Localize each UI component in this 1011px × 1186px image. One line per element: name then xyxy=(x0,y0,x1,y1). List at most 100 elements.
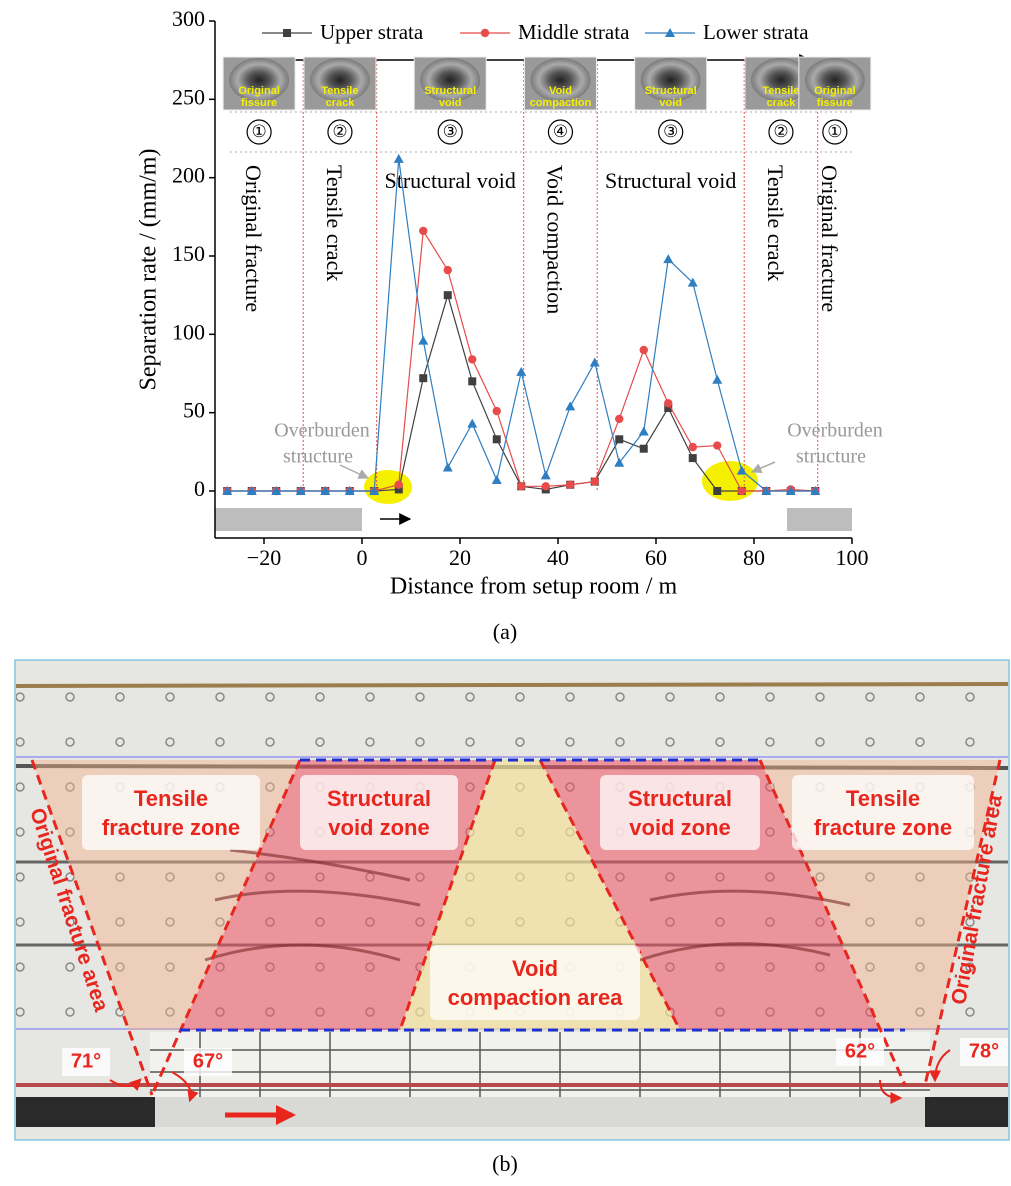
data-point xyxy=(443,463,453,472)
zone-label: Structural xyxy=(327,786,431,811)
photo-caption: void xyxy=(659,97,682,109)
annotation-arrow xyxy=(752,462,775,472)
zone-label: Tensile crack xyxy=(322,165,347,281)
annotation: Overburden xyxy=(274,420,370,442)
zone-label: Void xyxy=(512,956,558,981)
photo-caption: fissure xyxy=(817,97,853,109)
zone-number: ② xyxy=(332,122,347,141)
angle-label: 67° xyxy=(193,1050,223,1072)
zone-label: Void compaction xyxy=(542,165,567,314)
panel-label: (b) xyxy=(492,1151,518,1176)
x-tick-label: 20 xyxy=(449,545,471,570)
data-point xyxy=(615,415,623,423)
data-point xyxy=(663,254,673,263)
zone-number: ① xyxy=(251,122,266,141)
data-point xyxy=(444,266,452,274)
data-point xyxy=(689,443,697,451)
angle-label: 78° xyxy=(969,1040,999,1062)
data-point xyxy=(468,377,476,385)
zone-label: fracture zone xyxy=(814,815,952,840)
data-point xyxy=(283,29,291,37)
zone-number: ② xyxy=(773,122,788,141)
annotation: Overburden xyxy=(787,420,883,442)
legend-label: Upper strata xyxy=(320,20,424,44)
y-tick-label: 300 xyxy=(172,6,205,31)
data-point xyxy=(516,367,526,376)
x-tick-label: −20 xyxy=(247,545,281,570)
legend-label: Middle strata xyxy=(518,20,630,44)
zone-label: Tensile xyxy=(134,786,208,811)
data-point xyxy=(481,29,489,37)
zone-number: ③ xyxy=(663,122,678,141)
photo-caption: crack xyxy=(326,97,356,109)
zone-number: ① xyxy=(827,122,842,141)
data-point xyxy=(590,358,600,367)
data-point xyxy=(566,481,574,489)
zone-label: Original fracture xyxy=(817,165,842,312)
zone-label: Tensile crack xyxy=(763,165,788,281)
y-tick-label: 50 xyxy=(183,398,205,423)
x-tick-label: 80 xyxy=(743,545,765,570)
photo-caption: crack xyxy=(767,97,797,109)
pillar-band xyxy=(787,508,852,531)
panel-label: (a) xyxy=(493,619,517,644)
data-point xyxy=(664,399,672,407)
y-tick-label: 0 xyxy=(194,476,205,501)
y-axis-label: Separation rate / (mm/m) xyxy=(136,149,162,391)
legend-label: Lower strata xyxy=(703,20,809,44)
data-point xyxy=(395,481,403,489)
data-point xyxy=(419,227,427,235)
data-point xyxy=(639,426,649,435)
data-point xyxy=(493,407,501,415)
mined-area xyxy=(155,1097,925,1127)
y-tick-label: 250 xyxy=(172,84,205,109)
photo-caption: Tensile xyxy=(321,85,358,97)
data-point xyxy=(615,435,623,443)
zone-label: Structural void xyxy=(385,168,516,193)
data-point xyxy=(591,477,599,485)
data-point xyxy=(468,355,476,363)
data-point xyxy=(418,336,428,345)
annotation: structure xyxy=(796,446,866,468)
angle-label: 71° xyxy=(71,1050,101,1072)
stratum xyxy=(16,684,1008,686)
y-tick-label: 150 xyxy=(172,241,205,266)
data-point xyxy=(517,482,525,490)
photo-caption: Void xyxy=(549,85,572,97)
data-point xyxy=(565,401,575,410)
photo-caption: fissure xyxy=(241,97,277,109)
x-tick-label: 0 xyxy=(357,545,368,570)
data-point xyxy=(419,374,427,382)
pillar-band xyxy=(215,508,362,531)
zone-label: Structural void xyxy=(605,168,736,193)
data-point xyxy=(640,445,648,453)
photo-caption: void xyxy=(439,97,462,109)
photo-caption: Structural xyxy=(424,85,476,97)
data-point xyxy=(541,470,551,479)
y-tick-label: 200 xyxy=(172,163,205,188)
model-photo xyxy=(15,660,1009,1140)
broken-strata xyxy=(150,1032,930,1102)
data-point xyxy=(493,435,501,443)
zone-label: compaction area xyxy=(448,985,624,1010)
photo-caption: compaction xyxy=(530,97,592,109)
zone-number: ③ xyxy=(443,122,458,141)
data-point xyxy=(640,346,648,354)
zone-number: ④ xyxy=(553,122,568,141)
x-axis-label: Distance from setup room / m xyxy=(390,574,678,600)
zone-label: Tensile xyxy=(846,786,920,811)
data-point xyxy=(444,291,452,299)
zone-label: fracture zone xyxy=(102,815,240,840)
x-tick-label: 60 xyxy=(645,545,667,570)
page: { "chart_data": { "type": "line", "x_lab… xyxy=(0,0,1011,1186)
data-point xyxy=(492,475,502,484)
photo-caption: Original xyxy=(238,85,280,97)
data-point xyxy=(542,482,550,490)
zone-label: Structural xyxy=(628,786,732,811)
data-point xyxy=(467,419,477,428)
photo-caption: Tensile xyxy=(762,85,799,97)
zone-label: Original fracture xyxy=(241,165,266,312)
y-tick-label: 100 xyxy=(172,319,205,344)
figure: (a) xyxy=(0,0,1011,1186)
zone-label: void zone xyxy=(328,815,429,840)
